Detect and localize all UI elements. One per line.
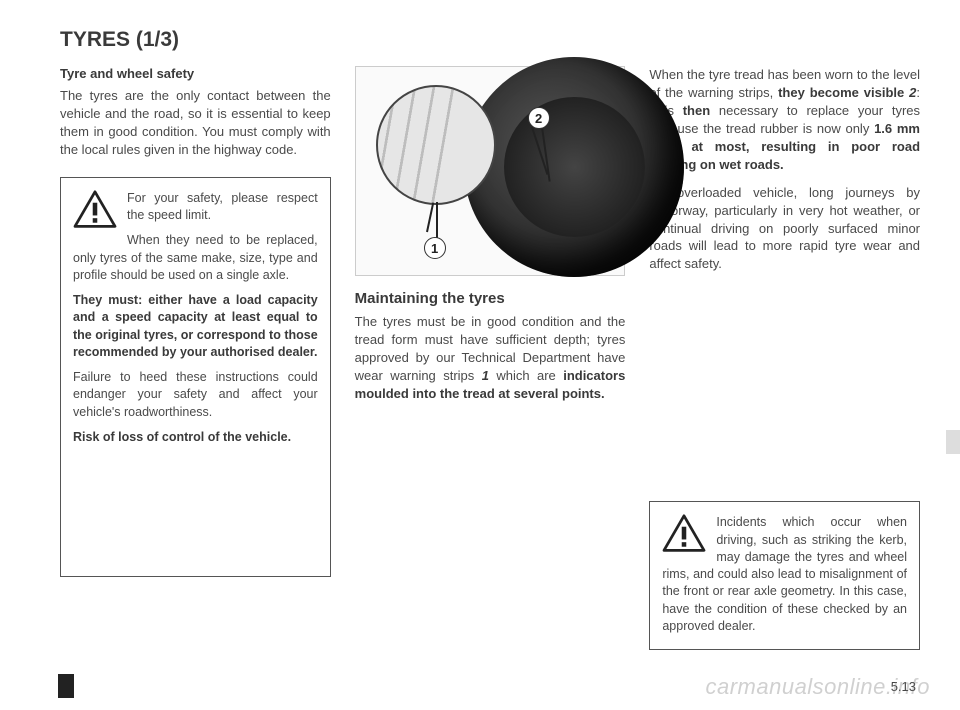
maintaining-paragraph: The tyres must be in good condition and … <box>355 313 626 403</box>
columns: Tyre and wheel safety The tyres are the … <box>60 66 920 650</box>
callout-1: 1 <box>424 237 446 259</box>
warning-icon <box>73 190 119 234</box>
leader-line <box>436 202 438 240</box>
side-tab <box>946 430 960 454</box>
box1-p2: They must: either have a load capacity a… <box>73 292 318 361</box>
tyre-illustration <box>464 57 684 277</box>
column-right: When the tyre tread has been worn to the… <box>649 66 920 650</box>
leader-line <box>426 202 434 232</box>
tyre-safety-heading: Tyre and wheel safety <box>60 66 331 81</box>
incident-warning-box: Incidents which occur when driving, such… <box>649 501 920 650</box>
callout-2: 2 <box>528 107 550 129</box>
column-middle: 31548 1 2 Maintaining the tyres The tyre… <box>355 66 626 650</box>
box1-p1b: When they need to be replaced, only tyre… <box>73 232 318 284</box>
page-title: TYRES (1/3) <box>60 28 920 52</box>
box1-p3: Failure to heed these instructions could… <box>73 369 318 421</box>
p1-then: then <box>683 103 710 118</box>
tyre-figure: 31548 1 2 <box>355 66 626 276</box>
worn-tread-paragraph: When the tyre tread has been worn to the… <box>649 66 920 174</box>
tyre-safety-intro: The tyres are the only contact between t… <box>60 87 331 159</box>
maint-text-mid: which are <box>489 368 563 383</box>
box1-p2-bold: They must: either have a load capacity a… <box>73 293 318 359</box>
p1-b: they become visible <box>778 85 909 100</box>
spacer <box>649 273 920 483</box>
safety-warning-box: For your safety, please respect the spee… <box>60 177 331 577</box>
callout-1-label: 1 <box>431 241 438 256</box>
column-left: Tyre and wheel safety The tyres are the … <box>60 66 331 650</box>
page: TYRES (1/3) Tyre and wheel safety The ty… <box>0 0 960 710</box>
box1-p4-bold: Risk of loss of control of the vehicle. <box>73 430 291 444</box>
title-text: TYRES (1/3) <box>60 28 179 51</box>
maint-ref-1: 1 <box>482 368 489 383</box>
page-number: 5.13 <box>891 679 916 694</box>
warning-icon <box>662 514 708 558</box>
callout-2-label: 2 <box>535 111 542 126</box>
box1-p4: Risk of loss of control of the vehicle. <box>73 429 318 446</box>
overload-paragraph: An overloaded vehicle, long journeys by … <box>649 184 920 274</box>
tread-closeup-illustration <box>376 85 496 205</box>
thumb-index-mark <box>58 674 74 698</box>
maintaining-heading: Maintaining the tyres <box>355 290 626 307</box>
